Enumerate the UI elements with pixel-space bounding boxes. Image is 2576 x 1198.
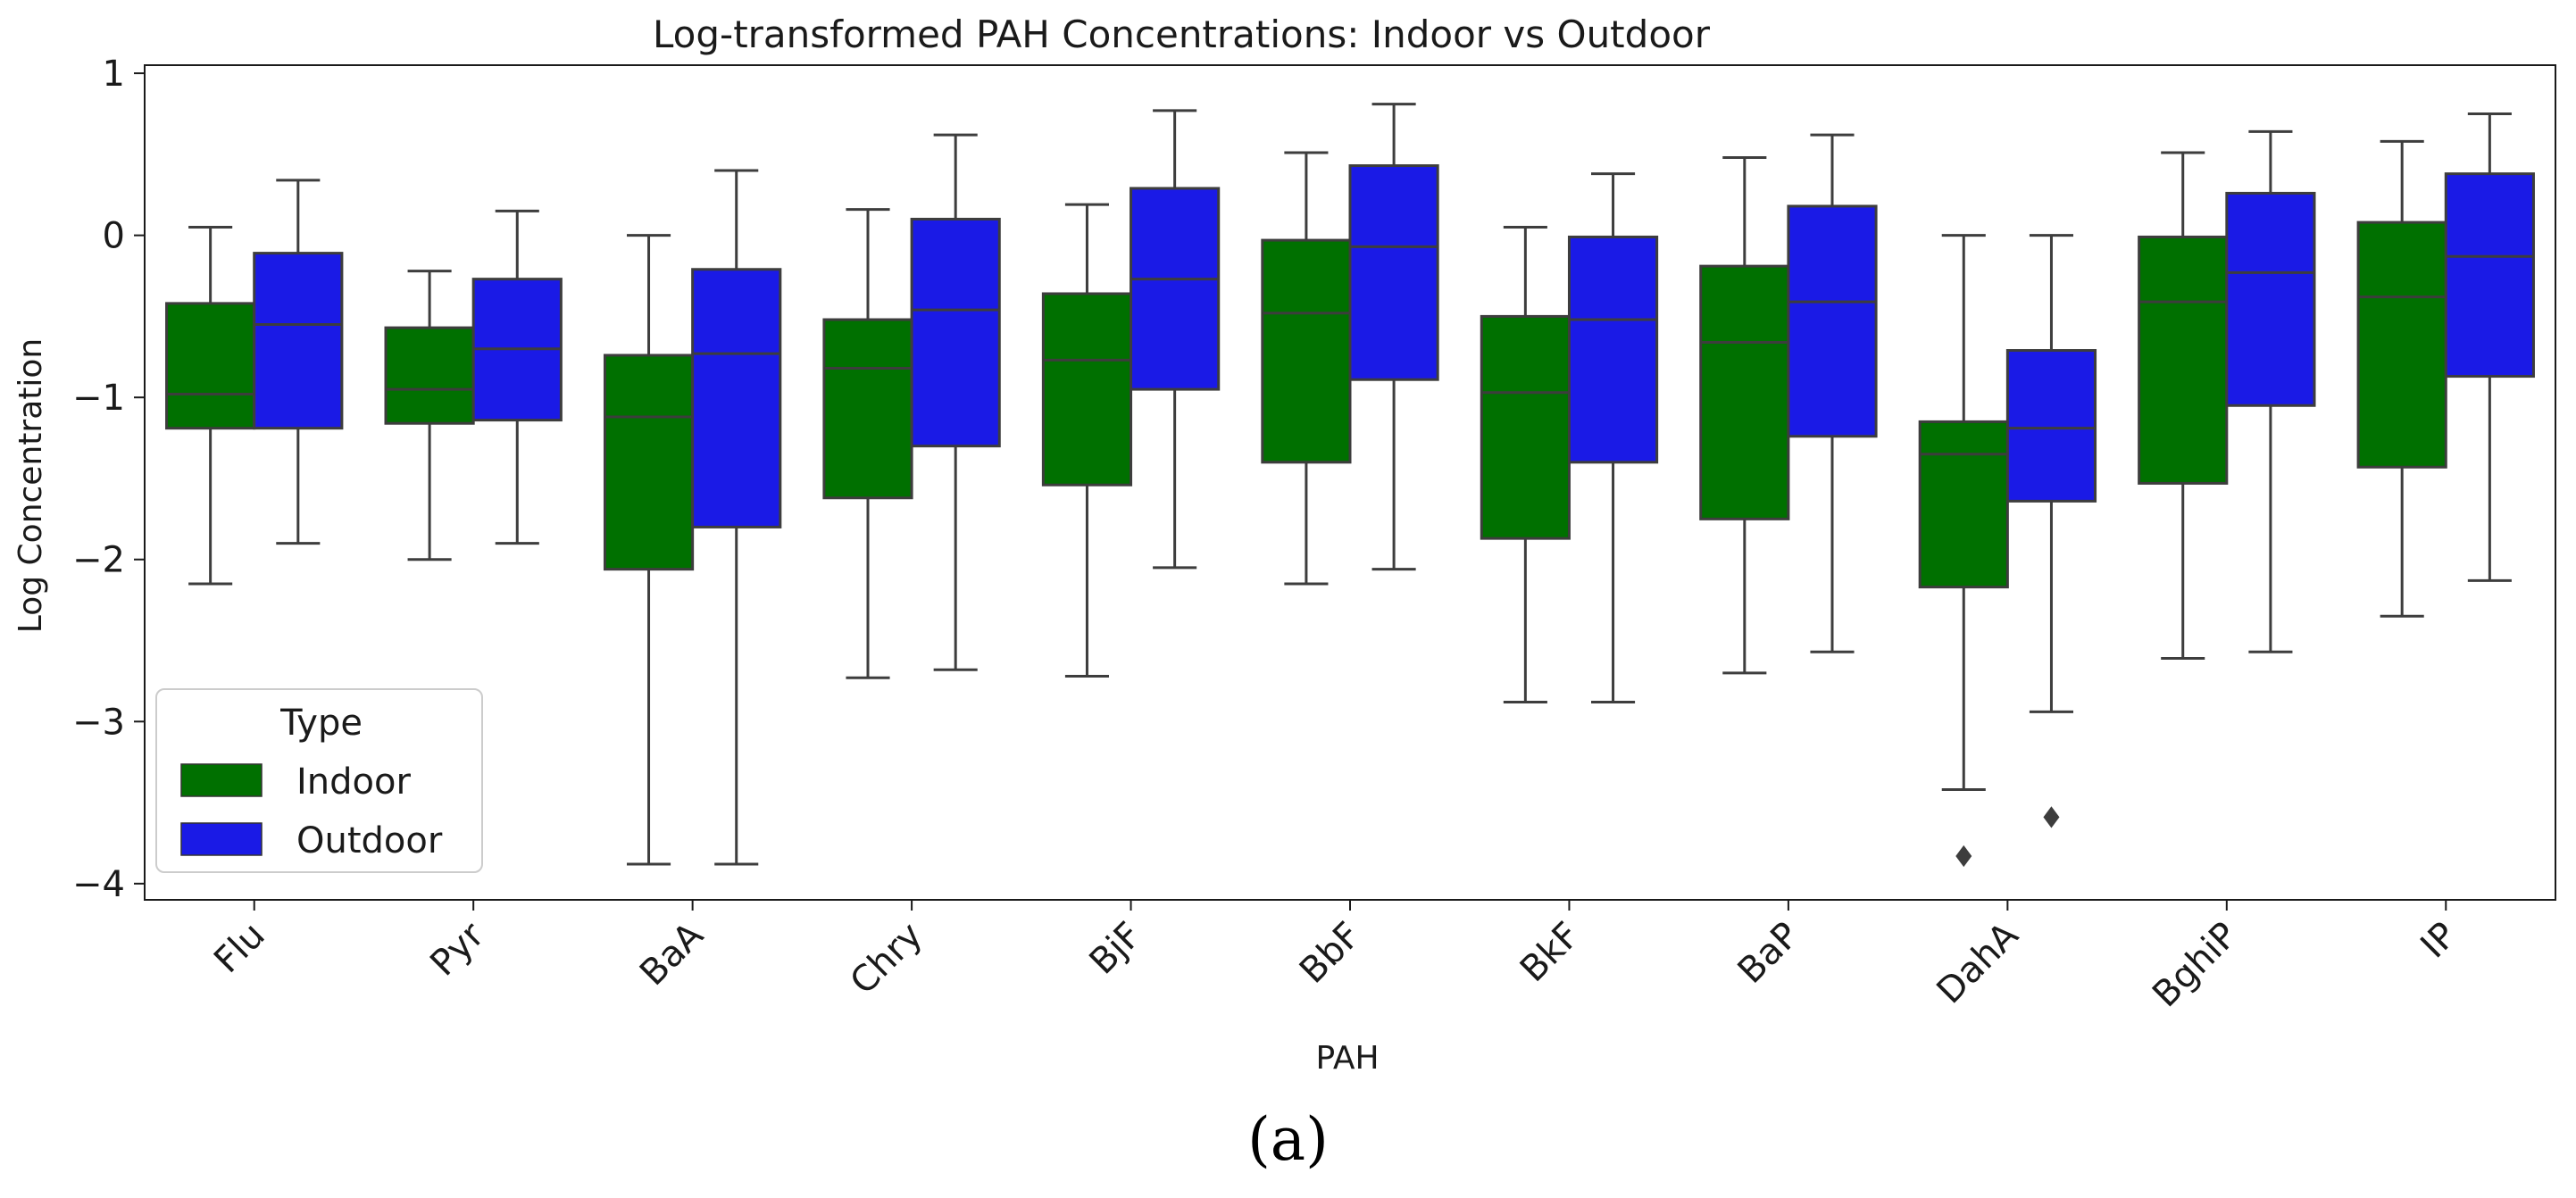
indoor-box-bbf (1261, 238, 1352, 464)
indoor-box-bap (1699, 264, 1790, 520)
chart-title: Log-transformed PAH Concentrations: Indo… (653, 12, 1711, 56)
y-tick-label: −3 (72, 702, 125, 743)
legend-label-indoor: Indoor (296, 761, 411, 803)
outdoor-box-bjf (1130, 187, 1221, 391)
legend-swatch-indoor (180, 763, 263, 797)
y-tick-label: 1 (103, 54, 125, 95)
indoor-box-chry (822, 318, 913, 500)
outdoor-box-baa (691, 268, 782, 528)
outdoor-box-bap (1787, 204, 1878, 438)
outdoor-box-daha (2005, 349, 2097, 503)
outdoor-outlier (2043, 806, 2060, 828)
indoor-box-bjf (1041, 292, 1133, 487)
indoor-box-ip (2356, 220, 2447, 469)
figure-caption: (a) (1247, 1105, 1329, 1174)
outdoor-box-flu (253, 252, 344, 430)
y-tick-label: −1 (72, 378, 125, 419)
legend-title: Type (279, 703, 363, 744)
indoor-outlier (1955, 844, 1972, 868)
y-tick-label: −4 (72, 864, 125, 905)
outdoor-box-bkf (1567, 235, 1659, 464)
indoor-box-baa (603, 354, 695, 571)
outdoor-box-ip (2444, 172, 2535, 379)
indoor-box-bkf (1480, 314, 1571, 540)
legend-label-outdoor: Outdoor (296, 820, 443, 861)
indoor-box-pyr (384, 326, 475, 425)
y-tick-label: −2 (72, 540, 125, 581)
outdoor-box-bghip (2225, 191, 2316, 407)
indoor-box-daha (1918, 420, 2009, 589)
legend: Type Indoor Outdoor (155, 688, 483, 873)
y-axis-label: Log Concentration (13, 338, 49, 633)
legend-swatch-outdoor (180, 822, 263, 856)
outdoor-box-chry (910, 217, 1001, 448)
indoor-box-flu (165, 302, 256, 430)
outdoor-box-bbf (1348, 164, 1439, 381)
x-axis-label: PAH (1315, 1040, 1379, 1077)
y-tick-label: 0 (103, 216, 125, 257)
indoor-box-bghip (2138, 235, 2229, 485)
